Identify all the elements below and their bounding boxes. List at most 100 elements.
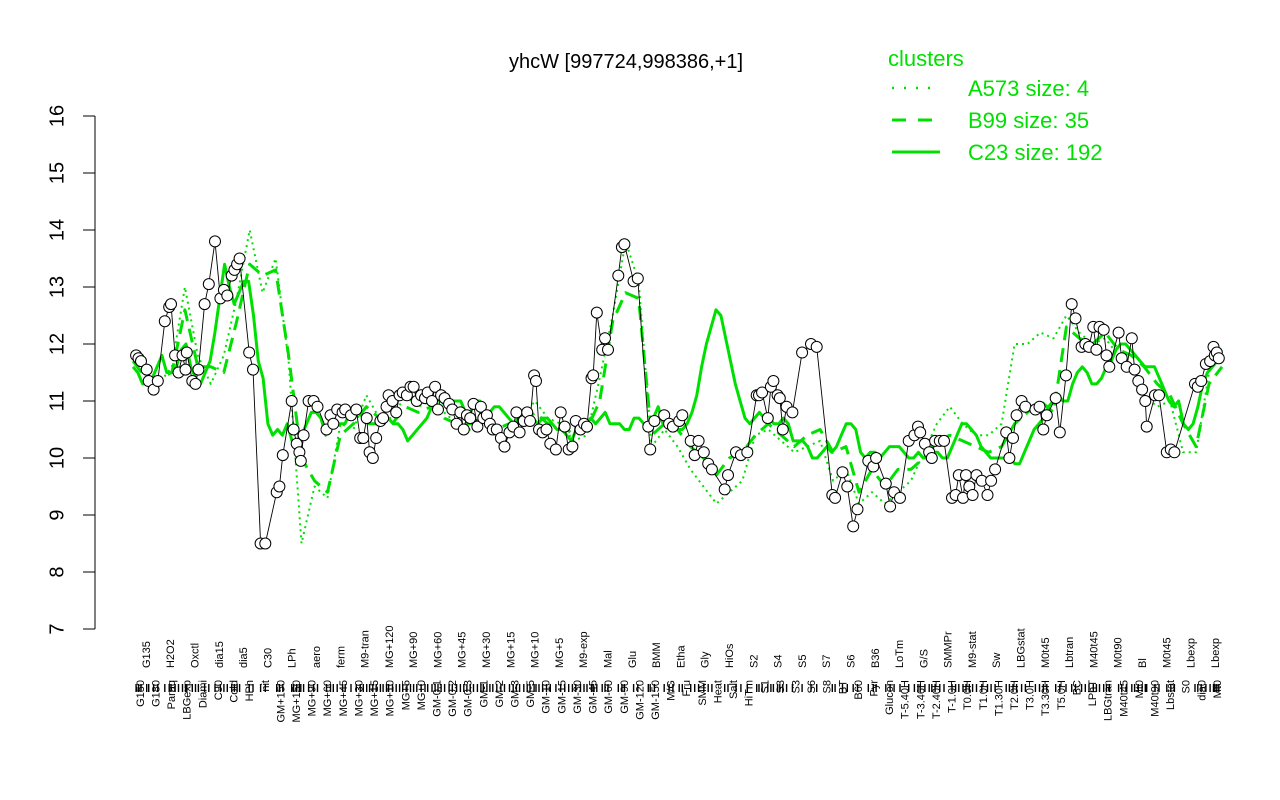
x-tick-label: T5.0H [1056,680,1068,710]
data-point [192,363,205,376]
data-point [198,298,211,311]
y-tick-label: 10 [46,447,68,469]
x-tick-label: S3 [775,680,787,693]
x-tick-label: S1 [759,680,771,693]
data-point [1153,389,1165,402]
data-point [1212,352,1225,365]
x-tick-label: G135 [141,641,153,668]
data-point [259,537,272,550]
x-tick-label: GM-15 [556,680,568,714]
x-tick-label: M0t45 [1161,637,1173,668]
data-point [602,343,614,356]
x-tick-label: SMM [697,680,709,706]
data-point [370,432,383,445]
y-tick-label: 15 [46,162,68,184]
data-point [357,432,370,445]
data-point [426,395,438,407]
data-point [1097,323,1110,336]
x-tick-label: GM-0.1 [431,680,443,717]
x-tick-label: GM-2 [494,680,506,708]
data-point [464,412,477,425]
data-points [130,235,1225,550]
x-tick-label: LBGstat [1016,628,1028,668]
x-tick-label: MG+60 [432,632,444,668]
legend-entry-label: B99 size: 35 [968,108,1089,133]
data-point [966,489,979,502]
data-point [829,491,842,504]
data-point [692,434,705,447]
x-tick-label: BC [1071,680,1083,695]
x-tick-label: M/G [666,680,678,701]
data-point [366,452,379,464]
y-tick-label: 16 [46,105,68,127]
data-point [233,252,246,265]
data-point [1069,312,1082,325]
x-tick-label: G180 [151,680,163,707]
data-point [960,469,972,482]
x-tick-label: M9-stat [967,631,979,668]
data-point [498,440,511,453]
x-tick-label: MG+45 [338,680,350,716]
data-point [776,423,789,436]
data-point [189,377,202,390]
x-axis: G150 G180 Paraq LBGexp Diami C90 Cold HPh nit GM+… [135,626,1224,723]
x-tick-label: S7 [821,655,833,668]
x-tick-label: M0t45 [1040,637,1052,668]
data-point [796,346,809,359]
x-tick-label: LBGexp [182,680,194,720]
data-point [390,406,403,419]
x-tick-label: S6 [845,655,857,668]
data-point [1007,432,1019,445]
data-point [151,375,164,388]
x-tick-label: Glucon [884,680,896,715]
data-point [851,503,864,516]
y-tick-label: 11 [46,391,68,412]
data-point [530,375,542,388]
data-point [513,426,526,439]
legend-entries: A573 size: 4 B99 size: 35 C23 size: 192 [892,76,1103,165]
data-point [925,452,938,464]
x-tick-label: ferm [335,646,347,668]
data-point [722,469,734,482]
x-tick-label: T1.30H [993,680,1005,716]
x-tick-label: S8 [822,680,834,693]
data-point [587,369,600,382]
x-tick-label: M9-exp [578,631,590,668]
data-point [474,400,487,413]
data-point [243,346,256,359]
data-point [718,483,731,496]
data-point [1037,423,1050,436]
x-tick-label: Cold [229,680,241,703]
data-point [140,363,153,376]
x-tick-label: M0t90 [1113,637,1125,668]
x-tick-label: C30 [262,648,274,668]
y-tick-label: 14 [46,219,68,241]
x-tick-label: S4 [773,655,785,668]
x-tick-label: G150 [135,680,147,707]
x-tick-label: MG+30 [481,632,493,668]
x-tick-label: Lbexp [1210,638,1222,668]
data-point [761,412,774,425]
data-point [1060,369,1072,382]
data-point [247,363,259,376]
x-tick-label: Mt0 [1134,680,1146,698]
x-tick-label: S6 [806,680,818,693]
legend-entry-label: C23 size: 192 [968,140,1103,165]
x-tick-label: Bl [1137,658,1149,668]
data-point [1168,446,1181,459]
data-point [1053,426,1066,439]
data-point [810,340,823,353]
data-point [297,429,310,442]
x-tick-label: GM-1 [478,680,490,708]
x-tick-label: MG+90 [307,680,319,716]
x-tick-label: GM-120 [634,680,646,720]
x-tick-label: MG+0 [416,680,428,710]
x-tick-label: GM-3 [510,680,522,708]
data-point [1049,392,1062,405]
data-point [676,409,689,422]
data-point [741,446,754,459]
data-point [1195,375,1208,388]
x-tick-label: GM-30 [572,680,584,714]
x-tick-label: Heat [712,680,724,703]
data-point [981,489,994,502]
